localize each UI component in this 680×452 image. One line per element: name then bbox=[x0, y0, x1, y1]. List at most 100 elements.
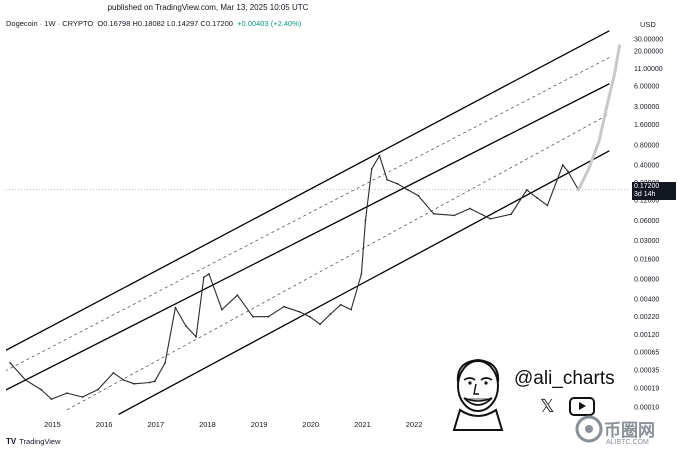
price-point bbox=[350, 308, 352, 311]
price-point bbox=[378, 154, 381, 157]
brand-label: TradingView bbox=[19, 437, 61, 446]
y-tick-label: 1.60000 bbox=[634, 122, 659, 129]
price-point bbox=[252, 315, 254, 318]
channel-line-2 bbox=[6, 83, 610, 391]
x-tick-label: 2015 bbox=[44, 420, 61, 429]
bar-countdown: 3d 14h bbox=[634, 191, 656, 198]
price-point bbox=[202, 276, 205, 279]
price-point bbox=[148, 381, 151, 384]
price-point bbox=[536, 196, 538, 199]
tradingview-logo[interactable]: TV TradingView bbox=[6, 437, 61, 446]
price-point bbox=[24, 379, 27, 381]
last-price-tag: 0.17200 3d 14h bbox=[632, 182, 676, 200]
y-tick-label: 11.00000 bbox=[634, 66, 663, 73]
tv-mark-icon: TV bbox=[6, 437, 17, 446]
y-tick-label: 0.12000 bbox=[634, 198, 659, 205]
author-handle: @ali_charts bbox=[514, 368, 615, 389]
watermark-subtext: ALIBTC.COM bbox=[606, 439, 649, 446]
x-tick-label: 2019 bbox=[251, 420, 268, 429]
price-point bbox=[319, 323, 321, 326]
y-tick-label: 20.00000 bbox=[634, 48, 663, 55]
y-tick-label: 0.00120 bbox=[634, 332, 659, 339]
y-tick-label: 0.06000 bbox=[634, 218, 659, 225]
y-tick-label: 0.03000 bbox=[634, 238, 659, 245]
price-point bbox=[567, 170, 569, 173]
x-tick-label: 2016 bbox=[96, 420, 113, 429]
price-point bbox=[50, 398, 53, 400]
price-point bbox=[308, 315, 311, 318]
price-point bbox=[112, 372, 115, 374]
price-point bbox=[510, 213, 513, 216]
y-tick-label: 0.00220 bbox=[634, 314, 659, 321]
price-point bbox=[267, 315, 270, 318]
price-point bbox=[81, 396, 84, 398]
price-point bbox=[153, 380, 156, 383]
price-point bbox=[208, 273, 210, 275]
y-tick-label: 0.00065 bbox=[634, 350, 659, 357]
price-series-line bbox=[9, 155, 579, 400]
price-point bbox=[66, 392, 68, 394]
price-point bbox=[407, 189, 409, 191]
price-point bbox=[221, 308, 223, 311]
y-tick-label: 0.40000 bbox=[634, 163, 659, 170]
y-tick-label: 0.00800 bbox=[634, 277, 659, 284]
price-point bbox=[9, 362, 12, 364]
x-tick-label: 2021 bbox=[354, 420, 371, 429]
price-point bbox=[417, 194, 420, 197]
cartoon-face-avatar bbox=[452, 358, 504, 431]
price-point bbox=[364, 219, 367, 222]
price-point bbox=[386, 179, 389, 181]
price-point bbox=[396, 182, 399, 185]
x-logo-icon[interactable]: 𝕏 bbox=[540, 396, 555, 416]
price-point bbox=[360, 273, 363, 275]
x-tick-label: 2017 bbox=[147, 420, 164, 429]
price-point bbox=[40, 388, 42, 391]
price-point bbox=[339, 303, 342, 306]
price-point bbox=[561, 164, 564, 166]
price-point bbox=[370, 168, 373, 170]
price-point bbox=[469, 207, 471, 210]
channel-line-1 bbox=[6, 30, 610, 352]
currency-label[interactable]: USD bbox=[640, 20, 656, 29]
watermark-text: 币圈网 bbox=[604, 421, 655, 440]
symbol-name: Dogecoin · 1W · CRYPTO bbox=[6, 19, 94, 28]
y-tick-label: 0.00010 bbox=[634, 404, 659, 411]
price-point bbox=[525, 189, 528, 191]
price-point bbox=[489, 218, 492, 220]
y-tick-label: 0.00019 bbox=[634, 386, 659, 393]
y-tick-label: 3.00000 bbox=[634, 104, 659, 111]
y-tick-label: 6.00000 bbox=[634, 84, 659, 91]
social-icons: 𝕏 bbox=[540, 396, 595, 416]
price-point bbox=[122, 379, 125, 381]
price-point bbox=[546, 204, 549, 207]
channel-midline-2 bbox=[66, 113, 610, 411]
y-tick-label: 0.00400 bbox=[634, 297, 659, 304]
youtube-icon[interactable] bbox=[568, 396, 595, 416]
channel-midline-1 bbox=[6, 57, 610, 371]
price-point bbox=[298, 310, 301, 313]
projection-path bbox=[576, 44, 622, 191]
last-price: 0.17200 bbox=[634, 183, 660, 190]
price-point bbox=[453, 214, 456, 217]
price-point bbox=[195, 336, 198, 338]
symbol-info: Dogecoin · 1W · CRYPTO O0.16798 H0.18082… bbox=[6, 19, 301, 28]
y-tick-label: 0.01600 bbox=[634, 256, 659, 263]
x-tick-label: 2022 bbox=[406, 420, 423, 429]
change-value: +0.00403 (+2.40%) bbox=[237, 19, 302, 28]
price-point bbox=[174, 306, 177, 309]
price-point bbox=[97, 388, 99, 391]
channel-line-3 bbox=[118, 150, 610, 415]
y-tick-label: 30.00000 bbox=[634, 37, 663, 44]
y-tick-label: 0.00035 bbox=[634, 368, 659, 375]
price-point bbox=[184, 325, 187, 327]
price-point bbox=[329, 313, 332, 315]
ohlc-values: O0.16798 H0.18082 L0.14297 C0.17200 bbox=[97, 19, 233, 28]
x-tick-label: 2018 bbox=[199, 420, 216, 429]
price-point bbox=[236, 294, 239, 297]
price-point bbox=[432, 212, 435, 215]
price-point bbox=[133, 382, 136, 385]
price-point bbox=[283, 305, 285, 308]
x-tick-label: 2020 bbox=[302, 420, 319, 429]
price-point bbox=[164, 362, 167, 364]
watermark-logo-icon bbox=[575, 415, 603, 443]
